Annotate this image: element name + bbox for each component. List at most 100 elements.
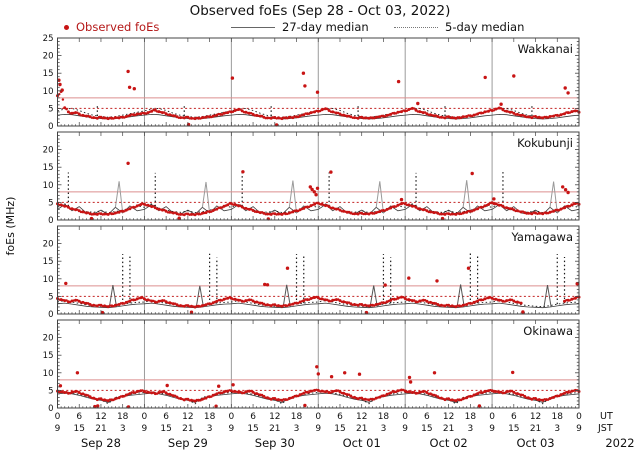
y-tick-label: 0 [48,404,53,414]
x-tick-label-jst: 3 [120,424,126,434]
legend-observed-label: Observed foEs [76,20,160,34]
y-axis-label: foEs (MHz) [4,197,17,256]
observed-point [487,203,490,206]
median27-line [57,302,580,309]
observed-point [421,111,425,115]
observed-point [139,296,143,300]
observed-point [363,212,367,216]
observed-outlier [432,371,437,375]
x-tick-label-jst: 3 [381,424,387,434]
observed-outlier [214,404,218,408]
solid-line-icon [231,26,275,28]
observed-point [121,301,125,305]
observed-point [479,111,483,115]
observed-point [153,392,157,396]
observed-outlier [126,69,130,74]
observed-point [490,109,494,112]
observed-point [171,302,175,306]
observed-point [334,298,338,302]
x-tick-label-jst: 21 [530,424,541,434]
observed-point [132,298,136,302]
date-label: Oct 03 [516,436,554,450]
median27-spike [375,181,384,214]
y-tick-label: 5 [48,198,53,208]
observed-point [208,302,212,306]
x-tick-label-jst: 9 [576,424,582,434]
observed-point [345,301,349,305]
observed-point [88,395,92,399]
x-tick-label-jst: 9 [402,424,408,434]
observed-outlier [132,87,136,91]
observed-point [552,395,556,399]
panel-label: Yamagawa [510,230,573,244]
x-tick-label-ut: 6 [163,412,169,422]
observed-point [229,110,233,114]
x-tick-label-jst: 9 [315,424,321,434]
observed-point [566,111,570,115]
observed-point [413,107,416,110]
panel-yamagawa [56,225,581,315]
observed-point [461,115,465,119]
observed-point [150,205,154,209]
observed-point [65,108,68,111]
observed-point [563,206,566,210]
observed-point [501,108,505,112]
observed-outlier [416,101,420,106]
observed-outlier [217,384,221,388]
observed-point [215,207,219,211]
x-tick-label-ut: 6 [424,412,430,422]
observed-outlier [60,88,64,92]
observed-outlier [399,197,404,202]
x-tick-label-ut: 0 [402,412,408,422]
observed-point [305,390,309,394]
y-tick-label: 10 [43,369,54,379]
observed-point [113,116,117,120]
x-tick-label-ut: 6 [511,412,517,422]
x-tick-label-ut: 18 [204,412,216,422]
observed-outlier [231,383,235,387]
observed-outlier [435,279,439,283]
observed-point [247,298,251,302]
observed-point [421,208,425,212]
median27-spike [369,285,378,308]
panel-label: Okinawa [523,324,573,338]
observed-outlier [407,375,412,380]
legend-median27: 27-day median [231,19,369,35]
x-tick-label-ut: 12 [443,412,454,422]
observed-point [534,397,537,400]
observed-outlier [343,371,347,375]
observed-outlier [96,404,100,408]
observed-point [247,111,251,115]
observed-outlier [314,193,318,197]
observed-point [161,299,164,303]
observed-point [371,397,375,401]
observed-point [555,394,559,398]
median27-line [57,392,580,403]
observed-point [161,208,164,212]
observed-outlier [126,161,130,165]
observed-point [179,212,183,216]
observed-outlier [303,84,307,88]
observed-outlier [310,187,314,192]
observed-point [113,211,117,215]
x-tick-label-jst: 21 [95,424,106,434]
date-label: Sep 29 [168,436,208,450]
x-tick-label-ut: 18 [378,412,390,422]
x-tick-label-jst: 21 [269,424,280,434]
x-tick-label-jst: 9 [142,424,148,434]
y-tick-label: 20 [43,334,54,344]
observed-point [77,112,81,116]
x-tick-label-jst: 15 [247,424,258,434]
median27-spike [462,180,471,214]
observed-point [468,301,472,305]
observed-point [215,299,219,303]
observed-point [497,203,501,207]
observed-outlier [566,190,570,195]
observed-point [171,394,175,398]
observed-point [74,298,78,302]
x-tick-label-jst: 3 [207,424,213,434]
median27-spike [201,181,211,214]
observed-outlier [285,266,290,270]
observed-point [132,391,136,394]
observed-point [450,304,454,308]
